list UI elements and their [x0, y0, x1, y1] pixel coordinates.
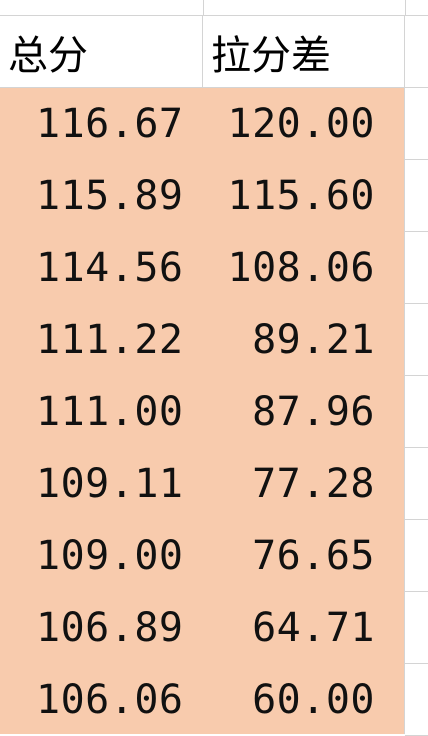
cell-gap[interactable]: 60.00 — [252, 677, 375, 723]
cell-total[interactable]: 111.00 — [36, 389, 184, 435]
table-row: 115.89 115.60 — [0, 160, 428, 232]
cell-empty[interactable] — [405, 160, 428, 232]
table-row: 106.89 64.71 — [0, 592, 428, 664]
cell-empty[interactable] — [405, 448, 428, 520]
cell-gap[interactable]: 120.00 — [227, 101, 375, 147]
table-row: 111.22 89.21 — [0, 304, 428, 376]
cell-empty[interactable] — [405, 88, 428, 160]
cell-gap[interactable]: 115.60 — [227, 173, 375, 219]
cell-total[interactable]: 114.56 — [36, 245, 184, 291]
table-row: 109.11 77.28 — [0, 448, 428, 520]
cell-total[interactable]: 116.67 — [36, 101, 184, 147]
header-cell-next[interactable] — [405, 16, 428, 87]
cell-gap[interactable]: 64.71 — [252, 605, 375, 651]
cell-gap[interactable]: 77.28 — [252, 461, 375, 507]
cell-empty[interactable] — [405, 376, 428, 448]
cell-empty[interactable] — [405, 232, 428, 304]
cell-total[interactable]: 109.00 — [36, 533, 184, 579]
cell-empty[interactable] — [405, 520, 428, 592]
header-cell-gap[interactable]: 拉分差 — [203, 16, 405, 87]
cell-empty[interactable] — [405, 592, 428, 664]
cell-empty[interactable] — [405, 664, 428, 736]
header-row: 总分 拉分差 — [0, 16, 428, 88]
grid-line — [203, 0, 204, 16]
highlight-fill — [0, 88, 405, 734]
header-cell-total[interactable]: 总分 — [0, 16, 203, 87]
cell-empty[interactable] — [405, 304, 428, 376]
cell-total[interactable]: 109.11 — [36, 461, 184, 507]
previous-row-fragment — [0, 0, 428, 16]
cell-gap[interactable]: 76.65 — [252, 533, 375, 579]
table-row: 111.00 87.96 — [0, 376, 428, 448]
grid-line — [405, 0, 406, 16]
grid-line — [404, 88, 405, 734]
cell-gap[interactable]: 87.96 — [252, 389, 375, 435]
cell-gap[interactable]: 108.06 — [227, 245, 375, 291]
cell-gap[interactable]: 89.21 — [252, 317, 375, 363]
table-row: 116.67 120.00 — [0, 88, 428, 160]
table-row: 109.00 76.65 — [0, 520, 428, 592]
data-body: 116.67 120.00 115.89 115.60 114.56 108.0… — [0, 88, 428, 736]
cell-total[interactable]: 115.89 — [36, 173, 184, 219]
cell-total[interactable]: 106.06 — [36, 677, 184, 723]
cell-total[interactable]: 111.22 — [36, 317, 184, 363]
table-row: 106.06 60.00 — [0, 664, 428, 736]
cell-total[interactable]: 106.89 — [36, 605, 184, 651]
table-row: 114.56 108.06 — [0, 232, 428, 304]
